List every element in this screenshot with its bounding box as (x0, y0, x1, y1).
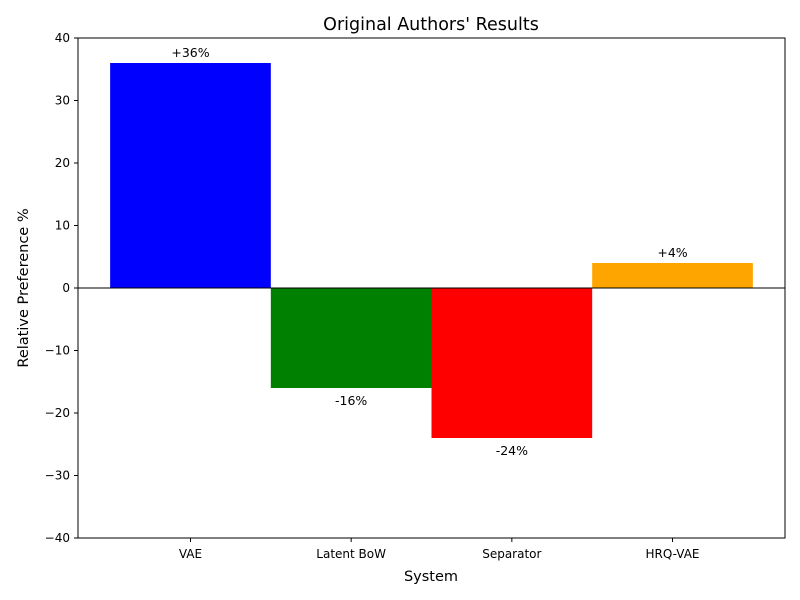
y-tick-label: −20 (45, 406, 70, 420)
y-tick-label: 0 (62, 281, 70, 295)
x-axis: VAE Latent BoW Separator HRQ-VAE (179, 538, 700, 561)
x-tick-label: HRQ-VAE (646, 547, 700, 561)
chart-title: Original Authors' Results (323, 15, 539, 35)
y-tick-label: 40 (55, 31, 70, 45)
x-tick-label: Separator (482, 547, 541, 561)
x-tick-label: Latent BoW (316, 547, 386, 561)
y-tick-label: 30 (55, 94, 70, 108)
bar-separator (431, 288, 593, 438)
bar-latent-bow (270, 288, 432, 388)
x-tick-label: VAE (179, 547, 202, 561)
y-tick-label: −30 (45, 469, 70, 483)
y-tick-label: −10 (45, 344, 70, 358)
y-axis-label: Relative Preference % (16, 208, 32, 367)
data-label: -16% (335, 393, 367, 408)
data-labels: +36% -16% -24% +4% (171, 45, 687, 458)
data-label: -24% (496, 443, 528, 458)
y-tick-label: 20 (55, 156, 70, 170)
x-axis-label: System (404, 569, 458, 585)
y-tick-label: 10 (55, 219, 70, 233)
bar-hrq-vae (592, 263, 753, 288)
y-axis: −40 −30 −20 −10 0 10 20 30 40 (45, 31, 78, 545)
data-label: +4% (657, 245, 687, 260)
y-tick-label: −40 (45, 531, 70, 545)
data-label: +36% (171, 45, 209, 60)
bars (110, 63, 753, 438)
bar-vae (110, 63, 271, 288)
